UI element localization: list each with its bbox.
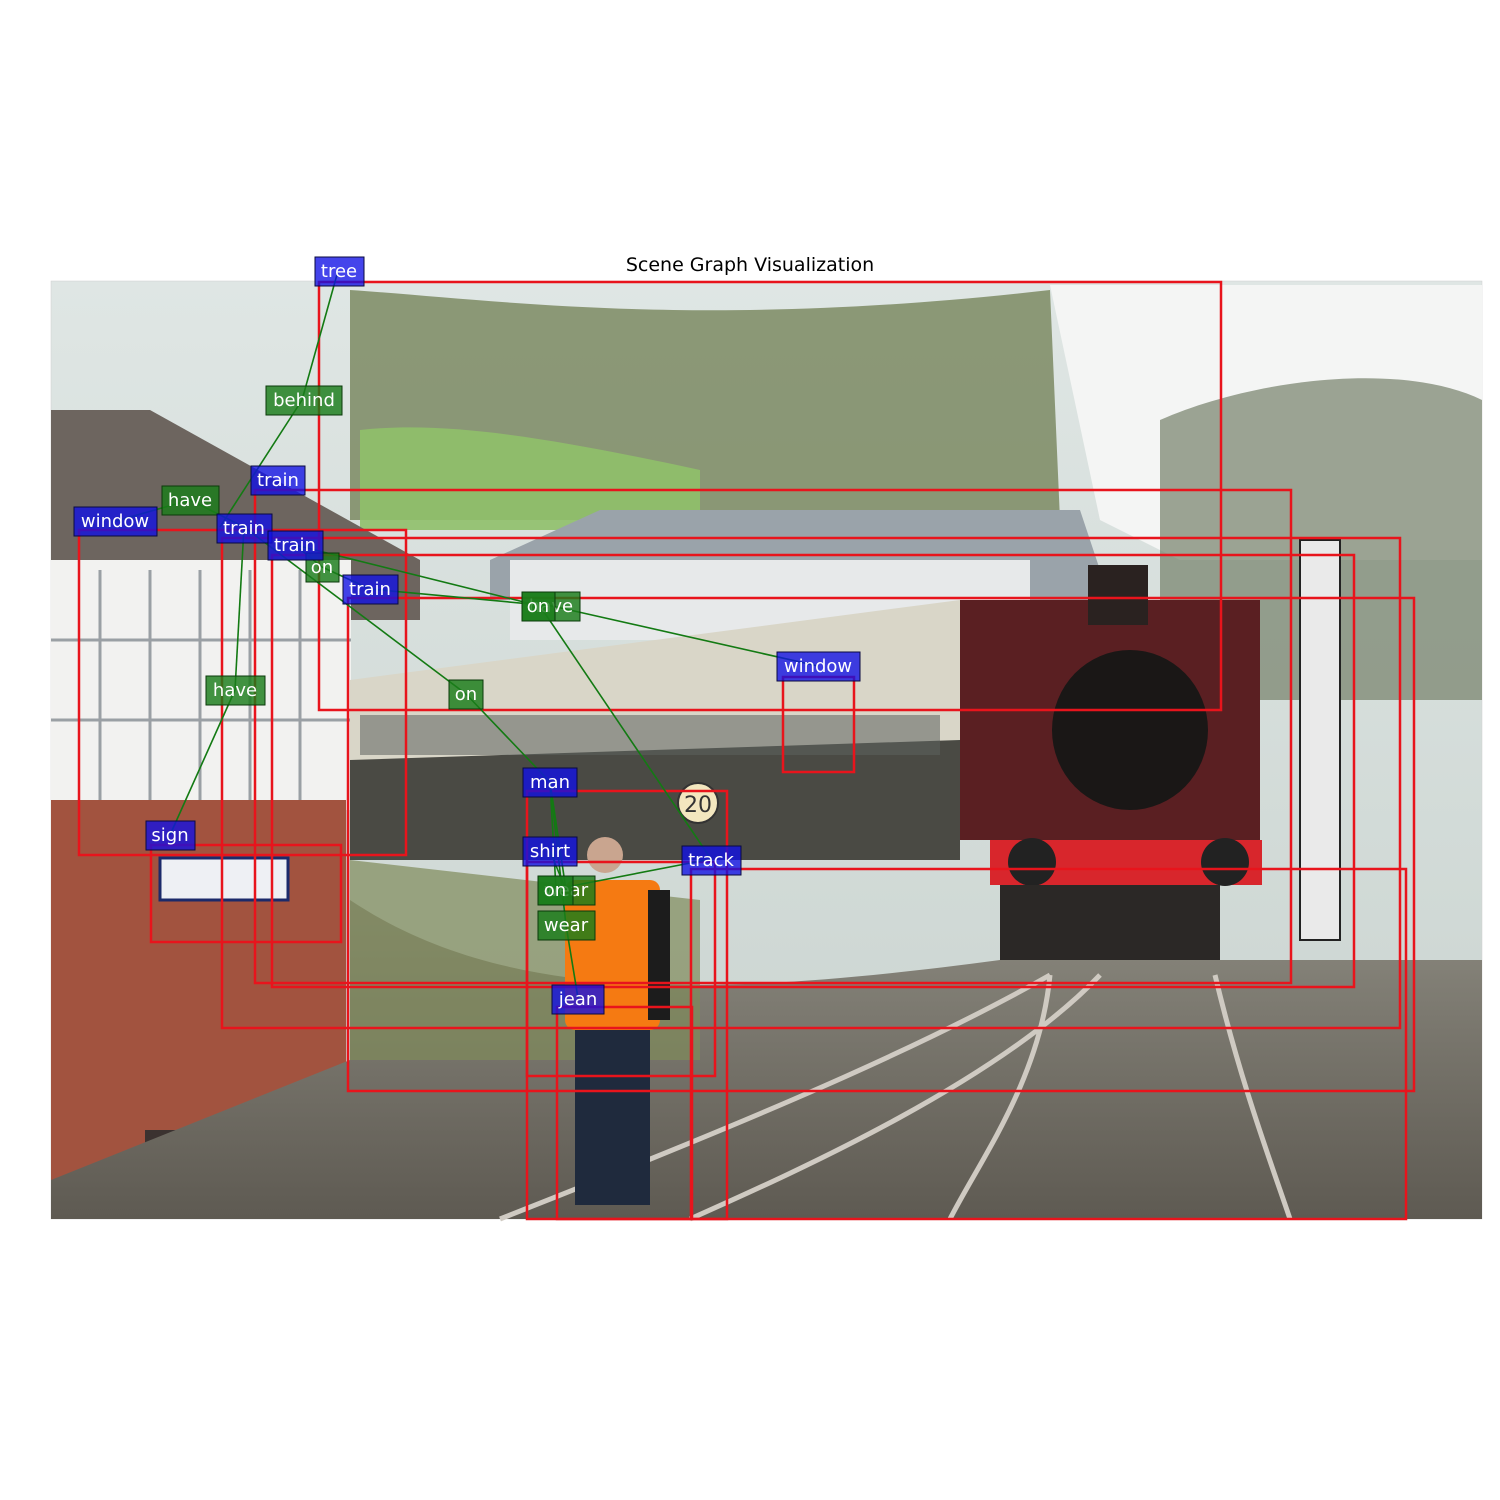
- object-label-track: track: [681, 845, 742, 876]
- edge: [549, 781, 557, 890]
- svg-text:jean: jean: [558, 989, 598, 1010]
- relation-labels: behind have on have on on have wear on w…: [161, 385, 596, 941]
- smokebox: [1052, 650, 1208, 810]
- object-label-window: window: [73, 506, 158, 537]
- object-label-jean: jean: [551, 984, 605, 1015]
- svg-text:window: window: [784, 656, 852, 677]
- svg-text:man: man: [530, 772, 570, 793]
- green-hill: [360, 427, 700, 530]
- svg-text:wear: wear: [544, 915, 589, 936]
- svg-text:behind: behind: [273, 390, 335, 411]
- object-label-window: window: [776, 651, 861, 682]
- relation-label: on: [448, 679, 484, 710]
- relation-label: have: [205, 675, 266, 706]
- edge: [219, 399, 303, 528]
- relation-label: behind: [265, 385, 343, 416]
- object-label-man: man: [522, 767, 578, 798]
- bbox-train1: [253, 488, 1293, 985]
- svg-text:on: on: [544, 880, 566, 901]
- svg-text:train: train: [349, 579, 391, 600]
- object-label-train: train: [250, 465, 306, 496]
- svg-text:tree: tree: [321, 261, 357, 282]
- bbox-train4: [346, 596, 1416, 1093]
- station-sign: [158, 856, 290, 902]
- relation-label: have: [161, 485, 220, 516]
- svg-text:track: track: [688, 850, 734, 871]
- edge: [539, 605, 712, 860]
- edge: [169, 689, 236, 836]
- signal-post: [1299, 539, 1341, 941]
- svg-text:train: train: [274, 535, 316, 556]
- object-label-train: train: [216, 513, 273, 544]
- object-label-tree: tree: [314, 256, 365, 287]
- bbox-jean: [555, 1005, 694, 1221]
- svg-text:on: on: [311, 557, 333, 578]
- relation-label: on: [521, 591, 556, 622]
- svg-text:window: window: [81, 511, 149, 532]
- edge: [301, 270, 339, 401]
- carriage-lower: [350, 740, 960, 860]
- object-label-shirt: shirt: [522, 836, 578, 867]
- bbox-tree: [317, 280, 1223, 712]
- svg-text:have: have: [213, 680, 257, 701]
- svg-text:shirt: shirt: [530, 841, 570, 862]
- edge: [551, 605, 819, 667]
- bbox-sign: [149, 843, 343, 944]
- object-label-train: train: [267, 530, 324, 561]
- bbox-train3: [270, 553, 1356, 989]
- speed-sign: [677, 782, 719, 824]
- chimney: [1088, 565, 1148, 625]
- svg-text:20: 20: [684, 793, 712, 818]
- object-label-train: train: [342, 574, 399, 605]
- photo: 20: [50, 280, 1483, 1222]
- svg-text:have: have: [168, 490, 212, 511]
- figure-title: Scene Graph Visualization: [625, 254, 875, 276]
- bbox-train2: [220, 536, 1402, 1030]
- svg-text:train: train: [223, 518, 265, 539]
- object-labels: tree train window train train train wind…: [73, 256, 861, 1015]
- relation-label: on: [537, 875, 574, 906]
- bbox-shirt: [525, 860, 717, 1078]
- svg-text:on: on: [455, 684, 477, 705]
- relation-label: wear: [537, 910, 596, 941]
- svg-text:train: train: [257, 470, 299, 491]
- svg-text:sign: sign: [151, 825, 188, 846]
- object-label-sign: sign: [145, 820, 196, 851]
- svg-text:on: on: [527, 596, 549, 617]
- edge: [234, 526, 245, 691]
